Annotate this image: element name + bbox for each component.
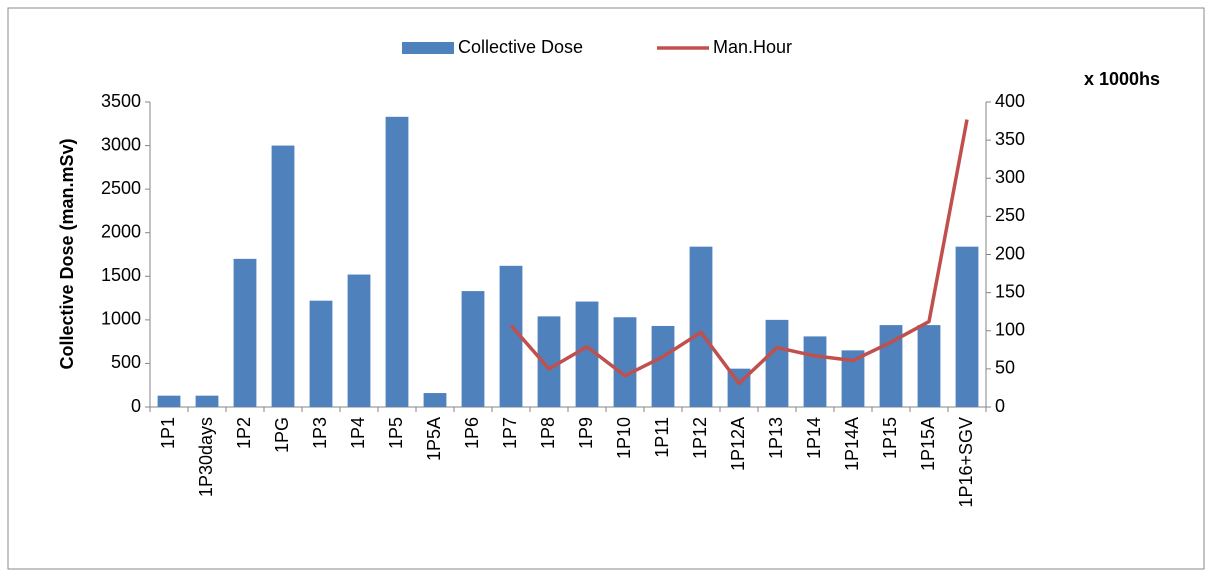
x-tick-label: 1P7 [500, 417, 520, 449]
y-tick-label: 3500 [101, 91, 141, 111]
x-tick-label: 1P10 [614, 417, 634, 459]
bar [765, 319, 789, 407]
bar [309, 300, 333, 407]
y2-tick-label: 0 [995, 396, 1005, 416]
x-tick-label: 1P30days [196, 417, 216, 497]
x-tick-label: 1P15A [918, 417, 938, 471]
bar [955, 246, 979, 407]
x-tick-label: 1P5A [424, 417, 444, 461]
bar [271, 145, 295, 408]
line [509, 119, 969, 386]
x-tick-label: 1P11 [652, 417, 672, 458]
bar [233, 258, 257, 407]
x-tick-label: 1P4 [348, 417, 368, 449]
y-tick-label: 3000 [101, 134, 141, 154]
y2-tick-label: 200 [995, 243, 1025, 263]
x-tick-label: 1P12 [690, 417, 710, 459]
x-tick-label: 1P3 [310, 417, 330, 449]
x-tick-label: 1P6 [462, 417, 482, 449]
bar [423, 393, 447, 407]
x-tick-label: 1P5 [386, 417, 406, 449]
bar [917, 325, 941, 407]
x-tick-label: 1P15 [880, 417, 900, 459]
x-tick-label: 1P1 [158, 417, 178, 449]
x-tick-label: 1P2 [234, 417, 254, 449]
bar [651, 325, 675, 407]
bar [347, 274, 371, 407]
y2-tick-label: 350 [995, 129, 1025, 149]
bar [841, 350, 865, 407]
annotation: x 1000hs [1084, 69, 1160, 89]
y-tick-label: 500 [111, 352, 141, 372]
y-tick-label: 0 [131, 396, 141, 416]
legend-label: Man.Hour [713, 37, 792, 57]
y2-tick-label: 100 [995, 320, 1025, 340]
x-tick-label: 1P12A [728, 417, 748, 471]
bar [157, 395, 181, 407]
y-tick-label: 1500 [101, 265, 141, 285]
x-tick-label: 1P9 [576, 417, 596, 449]
y-tick-label: 2500 [101, 178, 141, 198]
x-tick-label: 1P13 [766, 417, 786, 459]
y-tick-label: 2000 [101, 221, 141, 241]
y-axis-title: Collective Dose (man.mSv) [57, 138, 77, 369]
bar [537, 316, 561, 407]
x-tick-label: 1P14A [842, 417, 862, 471]
y2-tick-label: 400 [995, 91, 1025, 111]
x-tick-label: 1PG [272, 417, 292, 453]
chart-frame [7, 7, 1205, 570]
bar [385, 116, 409, 408]
legend-label: Collective Dose [458, 37, 583, 57]
x-tick-label: 1P8 [538, 417, 558, 449]
bar [575, 301, 599, 407]
bar [499, 265, 523, 407]
y2-tick-label: 150 [995, 281, 1025, 301]
legend-swatch [402, 42, 454, 54]
bar [689, 246, 713, 407]
y2-tick-label: 300 [995, 167, 1025, 187]
x-tick-label: 1P16+SGV [956, 417, 976, 508]
y2-tick-label: 250 [995, 205, 1025, 225]
bar [803, 336, 827, 407]
bar [613, 317, 637, 407]
y2-tick-label: 50 [995, 358, 1015, 378]
bar [461, 291, 485, 407]
bar [195, 395, 219, 407]
y-tick-label: 1000 [101, 309, 141, 329]
x-tick-label: 1P14 [804, 417, 824, 459]
